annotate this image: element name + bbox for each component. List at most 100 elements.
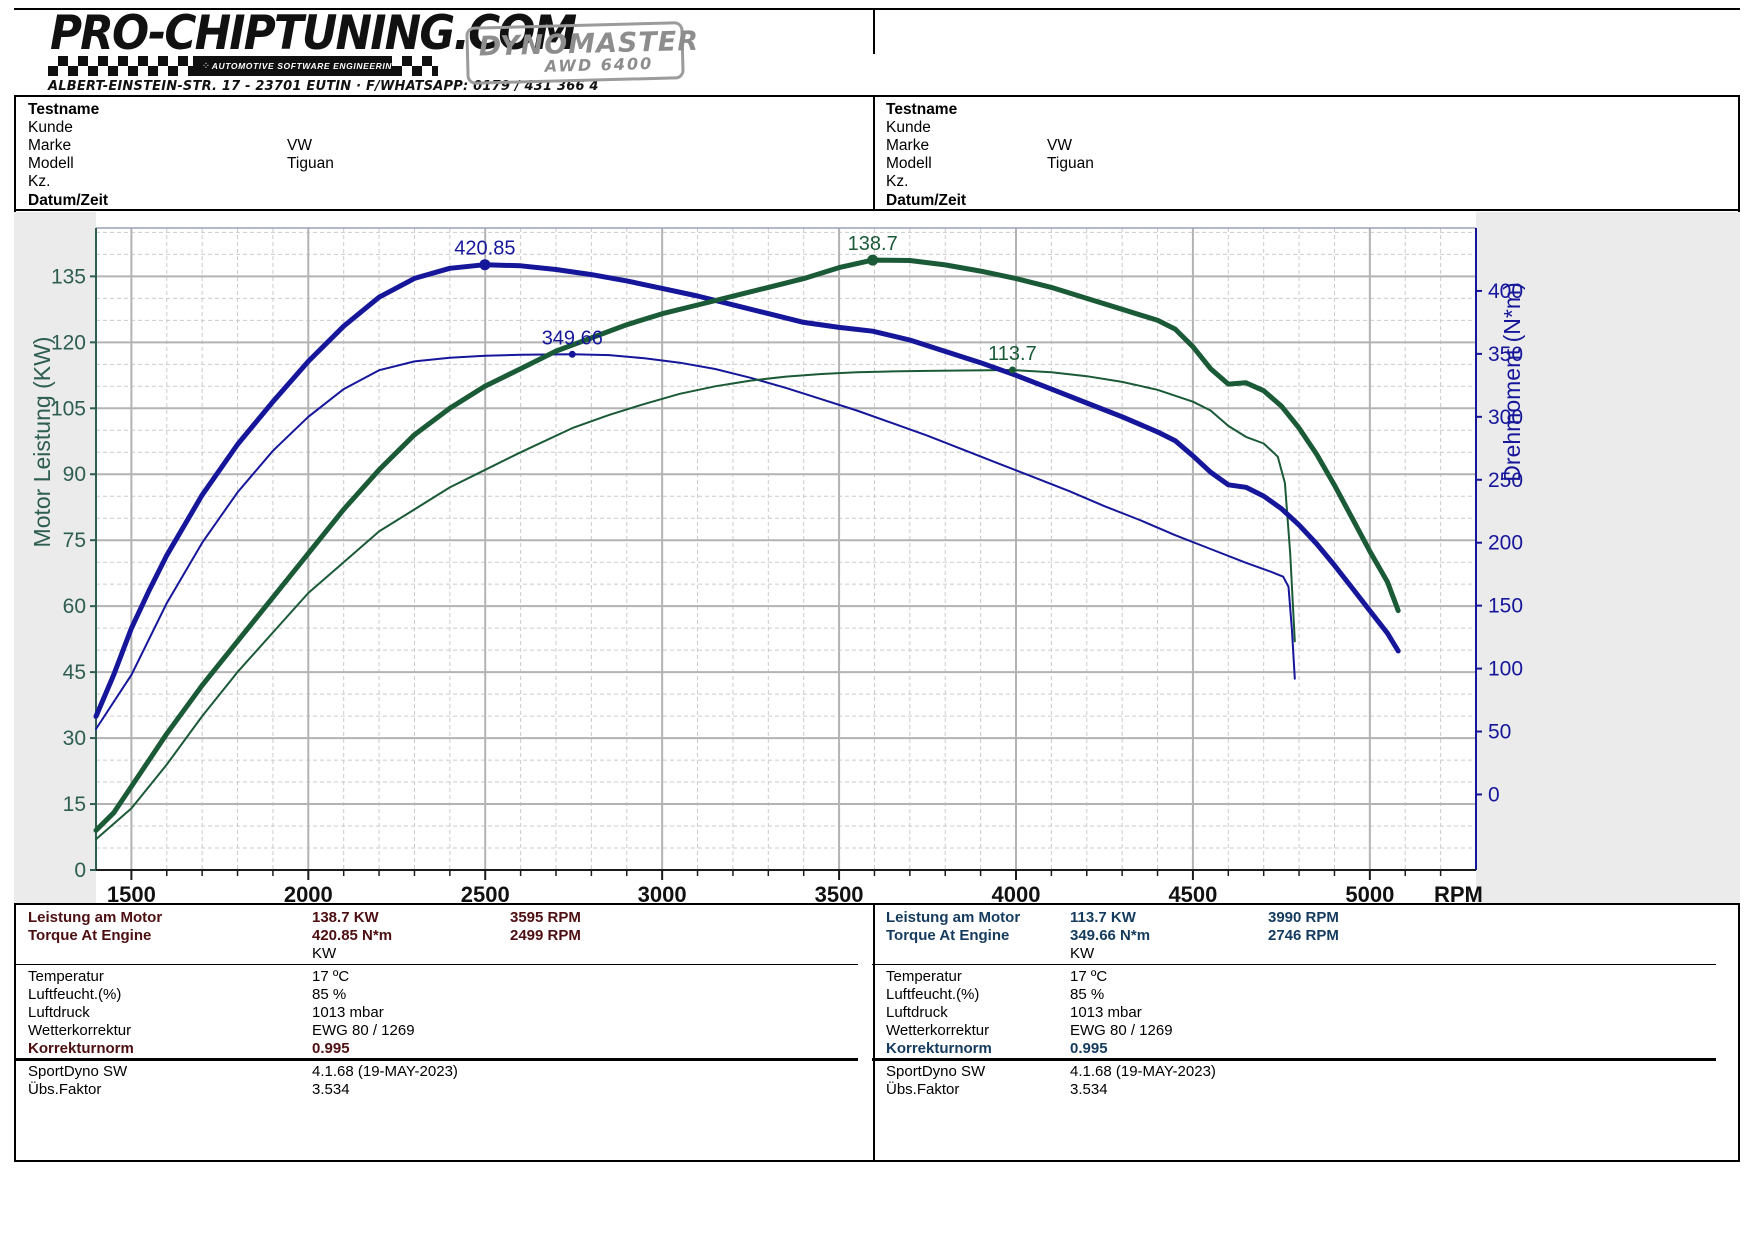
- result-value: 3.534: [312, 1081, 350, 1098]
- info-row: Kz.: [886, 173, 1716, 191]
- result-row: Leistung am Motor 138.7 KW 3595 RPM: [28, 909, 858, 927]
- result-row: Wetterkorrektur EWG 80 / 1269: [886, 1022, 1716, 1040]
- info-row: Kunde: [886, 119, 1716, 137]
- chip-icon: ⁘: [193, 56, 219, 76]
- result-row: Korrekturnorm 0.995: [28, 1040, 858, 1058]
- result-row: Temperatur 17 ºC: [886, 968, 1716, 986]
- result-value: 17 ºC: [1070, 968, 1108, 985]
- info-row: Modell Tiguan: [28, 155, 858, 173]
- info-row-label: Kz.: [28, 173, 51, 190]
- result-label: Wetterkorrektur: [28, 1022, 132, 1039]
- frame-bottom: [14, 1160, 1740, 1162]
- result-value: 113.7 KW: [1070, 909, 1136, 926]
- result-label: Übs.Faktor: [28, 1081, 102, 1098]
- right-tick-label: 200: [1488, 532, 1523, 555]
- result-row: Temperatur 17 ºC: [28, 968, 858, 986]
- result-row: Korrekturnorm 0.995: [886, 1040, 1716, 1058]
- result-value: 85 %: [1070, 986, 1105, 1003]
- peak-label-tuned_power: 138.7: [848, 233, 898, 255]
- right-tick-label: 350: [1488, 343, 1523, 366]
- left-axis-title: Motor Leistung (KW): [29, 337, 55, 548]
- series-tuned_torque: [93, 262, 1401, 719]
- results-center-divider: [873, 903, 875, 1162]
- x-tick-label: 1500: [107, 882, 156, 903]
- x-tick-label: 3500: [815, 882, 864, 903]
- left-tick-label: 30: [63, 727, 86, 750]
- result-value: EWG 80 / 1269: [312, 1022, 415, 1039]
- peak-marker-stock_torque: [568, 350, 576, 358]
- info-row-label: Kunde: [28, 119, 73, 136]
- info-row: Modell Tiguan: [886, 155, 1716, 173]
- result-row: SportDyno SW 4.1.68 (19-MAY-2023): [886, 1063, 1716, 1081]
- info-row-label: Testname: [886, 101, 958, 118]
- x-tick-label: 3000: [638, 882, 687, 903]
- right-tick-label: 100: [1488, 658, 1523, 681]
- dyno-chart: 1500 2000 2500 3000 3500 4000 4500 5000 RPM 0 15 30…: [14, 212, 1740, 907]
- result-value: KW: [312, 945, 337, 962]
- result-row: Torque At Engine 420.85 N*m 2499 RPM: [28, 927, 858, 945]
- x-axis-unit-label: RPM: [1434, 882, 1483, 903]
- left-tick-label: 75: [63, 529, 86, 552]
- info-row-label: Datum/Zeit: [886, 192, 967, 209]
- result-row: Luftdruck 1013 mbar: [28, 1004, 858, 1022]
- result-value: 4.1.68 (19-MAY-2023): [1070, 1063, 1216, 1080]
- peak-label-tuned_torque: 420.85: [454, 238, 515, 260]
- info-row-label: Marke: [28, 137, 72, 154]
- peak-marker-tuned_power: [867, 254, 879, 266]
- result-value: 0.995: [1070, 1040, 1108, 1057]
- result-label: Leistung am Motor: [28, 909, 163, 926]
- result-row: Luftdruck 1013 mbar: [886, 1004, 1716, 1022]
- right-tick-label: 300: [1488, 406, 1523, 429]
- result-label: Korrekturnorm: [28, 1040, 134, 1057]
- result-row: KW: [28, 945, 858, 963]
- series-tuned_power: [93, 257, 1401, 833]
- brand-tagline: AUTOMOTIVE SOFTWARE ENGINEERING: [212, 56, 399, 76]
- info-row: Testname: [886, 101, 1716, 119]
- info-row: Kz.: [28, 173, 858, 191]
- peak-marker-stock_power: [1008, 366, 1016, 374]
- info-row-value: Tiguan: [1047, 155, 1094, 172]
- results-panel-left: Leistung am Motor 138.7 KW 3595 RPM Torque …: [14, 905, 858, 1162]
- right-tick-label: 0: [1488, 783, 1500, 806]
- result-label: Übs.Faktor: [886, 1081, 960, 1098]
- peak-label-stock_power: 113.7: [988, 343, 1037, 365]
- result-value: KW: [1070, 945, 1095, 962]
- frame-top: [14, 95, 1740, 97]
- chart-right-margin: [1476, 212, 1740, 903]
- series-stock_power: [95, 369, 1296, 841]
- result-label: Torque At Engine: [886, 927, 1010, 944]
- x-tick-label: 2500: [461, 882, 510, 903]
- results-separator-heavy: [872, 1058, 1716, 1061]
- info-row-label: Testname: [28, 101, 100, 118]
- result-rpm: 2746 RPM: [1268, 927, 1339, 944]
- left-tick-label: 60: [63, 595, 86, 618]
- results-separator-heavy: [14, 1058, 858, 1061]
- header-center-divider: [873, 8, 875, 54]
- checker-pattern-right: [392, 56, 438, 76]
- info-row: Datum/Zeit: [886, 192, 1716, 210]
- plot-area: [96, 228, 1476, 870]
- info-row-label: Marke: [886, 137, 930, 154]
- result-value: 138.7 KW: [312, 909, 379, 926]
- chart-left-margin: [14, 212, 96, 903]
- result-value: 349.66 N*m: [1070, 927, 1151, 944]
- info-bottom-border: [14, 209, 1740, 211]
- right-tick-label: 50: [1488, 721, 1511, 744]
- chart-bottom-border: [14, 903, 1740, 905]
- series-stock_torque: [95, 353, 1296, 730]
- result-value: EWG 80 / 1269: [1070, 1022, 1173, 1039]
- left-tick-label: 0: [74, 859, 86, 882]
- result-row: Übs.Faktor 3.534: [886, 1081, 1716, 1099]
- result-value: 1013 mbar: [312, 1004, 384, 1021]
- right-tick-label: 150: [1488, 595, 1523, 618]
- info-row-label: Kunde: [886, 119, 931, 136]
- info-row-label: Modell: [28, 155, 74, 172]
- right-axis-title: Drehmoment (N*m): [1499, 282, 1525, 481]
- left-tick-label: 105: [51, 397, 86, 420]
- right-tick-label: 250: [1488, 469, 1523, 492]
- checker-pattern-left: [48, 56, 193, 76]
- result-value: 85 %: [312, 986, 347, 1003]
- result-row: Wetterkorrektur EWG 80 / 1269: [28, 1022, 858, 1040]
- header-top-border: [14, 8, 1740, 10]
